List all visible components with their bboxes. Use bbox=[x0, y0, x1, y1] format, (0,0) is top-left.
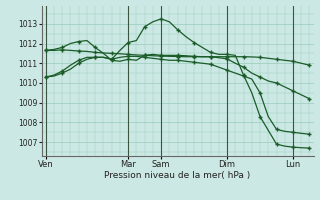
X-axis label: Pression niveau de la mer( hPa ): Pression niveau de la mer( hPa ) bbox=[104, 171, 251, 180]
